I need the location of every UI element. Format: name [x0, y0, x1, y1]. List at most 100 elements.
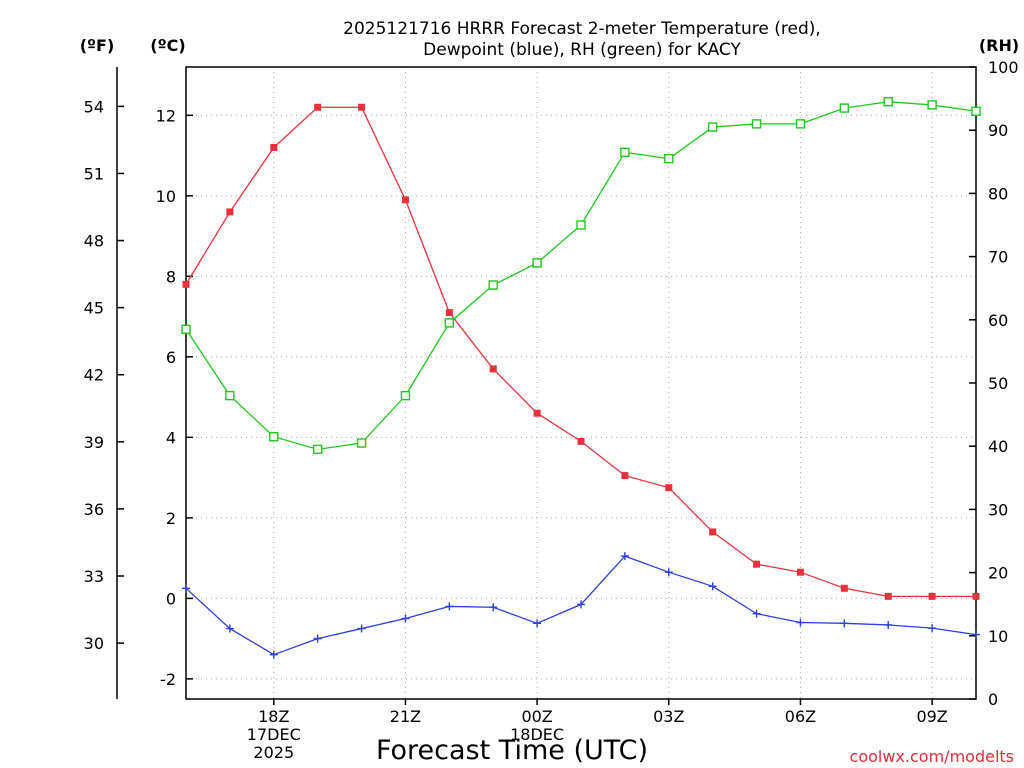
temperature-point [665, 484, 673, 492]
rh-point [576, 220, 586, 230]
dewpoint-point [884, 620, 893, 629]
dewpoint-point [357, 624, 366, 633]
chart-title: 2025121716 HRRR Forecast 2-meter Tempera… [343, 19, 821, 39]
temperature-point [796, 568, 804, 576]
rh-point [971, 106, 981, 116]
dewpoint-point [533, 619, 542, 628]
temperature-point [972, 592, 980, 600]
rh-unit-label: (RH) [979, 36, 1019, 55]
celsius-tick-label: 0 [166, 589, 176, 608]
fahrenheit-tick-label: 51 [84, 164, 104, 183]
dewpoint-point [796, 618, 805, 627]
fahrenheit-tick-label: 30 [84, 634, 104, 653]
fahrenheit-tick-label: 48 [84, 232, 104, 251]
rh-point [181, 324, 191, 334]
temperature-point [314, 103, 322, 111]
temperature-point [533, 409, 541, 417]
rh-tick-label: 20 [988, 564, 1008, 583]
temperature-point [840, 584, 848, 592]
rh-tick-label: 70 [988, 248, 1008, 267]
rh-line [185, 101, 977, 451]
x-tick-label: 17DEC [247, 725, 301, 744]
rh-tick-label: 10 [988, 627, 1008, 646]
x-tick-label: 06Z [785, 707, 816, 726]
rh-tick-label: 60 [988, 311, 1008, 330]
rh-point [269, 432, 279, 442]
rh-point [839, 103, 850, 113]
rh-tick-label: 80 [988, 184, 1008, 203]
celsius-unit-label: (ºC) [150, 36, 185, 55]
temperature-point [226, 208, 234, 216]
rh-point [444, 318, 455, 328]
rh-point [927, 100, 937, 110]
x-axis-label: Forecast Time (UTC) [376, 735, 648, 766]
fahrenheit-tick-label: 54 [84, 97, 104, 116]
temperature-point [577, 437, 585, 445]
rh-point [795, 119, 806, 129]
dewpoint-point [401, 614, 410, 623]
temperature-point [884, 592, 892, 600]
x-tick-label: 18DEC [510, 725, 564, 744]
fahrenheit-tick-label: 33 [84, 567, 104, 586]
fahrenheit-tick-label: 36 [84, 500, 104, 519]
dewpoint-point [928, 624, 937, 633]
rh-point [488, 280, 498, 290]
temperature-point [358, 103, 366, 111]
rh-point [400, 390, 411, 401]
rh-tick-label: 40 [988, 437, 1008, 456]
x-tick-label: 21Z [390, 707, 421, 726]
temperature-point [182, 280, 190, 288]
credit-link[interactable]: coolwx.com/modelts [850, 747, 1014, 766]
x-tick-label: 2025 [253, 743, 294, 762]
rh-point [312, 444, 323, 455]
fahrenheit-tick-label: 39 [84, 433, 104, 452]
dewpoint-series [182, 552, 980, 659]
fahrenheit-unit-label: (ºF) [80, 36, 115, 55]
temperature-point [928, 592, 936, 600]
rh-series [181, 97, 981, 455]
dewpoint-point [577, 600, 585, 609]
temperature-line [185, 106, 976, 598]
x-tick-label: 00Z [521, 707, 552, 726]
x-tick-label: 03Z [653, 707, 684, 726]
dewpoint-point [489, 603, 498, 612]
rh-tick-label: 90 [988, 121, 1008, 140]
celsius-tick-label: 6 [166, 348, 176, 367]
rh-point [225, 390, 235, 401]
chart-subtitle: Dewpoint (blue), RH (green) for KACY [423, 40, 741, 60]
temperature-point [270, 144, 278, 152]
fahrenheit-tick-label: 42 [84, 366, 104, 385]
rh-point [707, 122, 718, 132]
dewpoint-point [269, 650, 278, 659]
rh-tick-label: 0 [988, 690, 998, 709]
dewpoint-point [708, 582, 717, 591]
rh-point [664, 153, 674, 164]
dewpoint-point [182, 584, 190, 593]
celsius-tick-label: 4 [166, 428, 176, 447]
x-tick-label: 18Z [258, 707, 289, 726]
dewpoint-point [225, 624, 234, 633]
rh-point [532, 258, 542, 268]
celsius-tick-label: 12 [156, 106, 176, 125]
temperature-point [709, 528, 717, 536]
dewpoint-point [664, 568, 673, 577]
temperature-series [182, 103, 980, 600]
dewpoint-point [313, 634, 322, 643]
dewpoint-point [620, 552, 629, 561]
rh-tick-label: 30 [988, 500, 1008, 519]
celsius-tick-label: -2 [160, 670, 176, 689]
temperature-point [621, 472, 629, 480]
axes [116, 66, 977, 700]
rh-point [751, 119, 762, 129]
temperature-point [445, 309, 453, 317]
x-tick-label: 09Z [916, 707, 947, 726]
temperature-point [753, 560, 761, 568]
celsius-tick-label: 2 [166, 509, 176, 528]
celsius-tick-label: 8 [166, 267, 176, 286]
rh-point [883, 97, 893, 107]
celsius-tick-label: 10 [156, 187, 176, 206]
dewpoint-point [840, 619, 849, 628]
rh-tick-label: 100 [988, 58, 1019, 77]
dewpoint-point [972, 630, 980, 639]
fahrenheit-tick-label: 45 [84, 299, 104, 318]
